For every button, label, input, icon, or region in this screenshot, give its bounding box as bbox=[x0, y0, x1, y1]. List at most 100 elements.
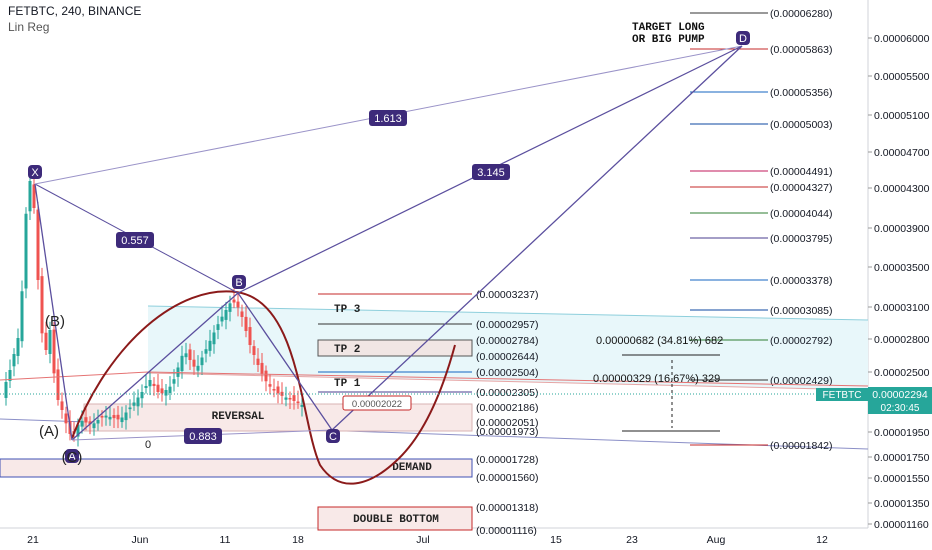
ratio-badge bbox=[184, 428, 222, 444]
candle-body bbox=[36, 209, 40, 280]
fib-level-label: (0.00001842) bbox=[770, 440, 832, 452]
candle-body bbox=[272, 389, 276, 391]
fib-level-label: (0.00002792) bbox=[770, 335, 832, 347]
fib-level-label: (0.00003085) bbox=[770, 305, 832, 317]
fib-level-label: (0.00004044) bbox=[770, 208, 832, 220]
candle-body bbox=[64, 413, 68, 424]
fib-level-label: (0.00003378) bbox=[770, 275, 832, 287]
fib-level-label: (0.00005863) bbox=[770, 44, 832, 56]
demand-label: DEMAND bbox=[392, 462, 432, 474]
candle-body bbox=[228, 303, 232, 312]
pattern-point-badge bbox=[232, 275, 246, 289]
countdown-value: 02:30:45 bbox=[881, 403, 920, 414]
candle-body bbox=[164, 390, 168, 396]
candle-body bbox=[244, 316, 248, 331]
fib-level-label: (0.00005356) bbox=[770, 87, 832, 99]
candle-body bbox=[172, 379, 176, 384]
ratio-label: 3.145 bbox=[477, 167, 505, 179]
candle-body bbox=[112, 415, 116, 419]
y-tick-label: 0.00004700 bbox=[874, 147, 930, 159]
candle-body bbox=[12, 354, 16, 367]
candle-body bbox=[96, 420, 100, 424]
candle-body bbox=[256, 358, 260, 365]
ratio-badge bbox=[116, 232, 154, 248]
candle-body bbox=[180, 355, 184, 372]
tp1-label: TP 1 bbox=[334, 378, 361, 390]
candle-body bbox=[260, 362, 264, 374]
candle-body bbox=[220, 316, 224, 322]
candle-body bbox=[236, 301, 240, 308]
measure-label-1: 0.00000682 (34.81%) 682 bbox=[596, 335, 723, 347]
candle-body bbox=[40, 276, 44, 334]
candle-body bbox=[288, 397, 292, 400]
y-tick-label: 0.00001350 bbox=[874, 498, 930, 510]
candle-body bbox=[16, 338, 20, 356]
wave-label: (B) bbox=[45, 313, 65, 330]
regression-channel bbox=[148, 306, 868, 390]
y-tick-label: 0.00001950 bbox=[874, 427, 930, 439]
candle-body bbox=[232, 299, 236, 303]
reversal-label: REVERSAL bbox=[212, 411, 265, 423]
candle-body bbox=[44, 332, 48, 350]
x-tick-label: Jun bbox=[132, 534, 149, 546]
y-tick-label: 0.00001160 bbox=[874, 519, 929, 531]
candle-body bbox=[292, 395, 296, 401]
ratio-label: 0.557 bbox=[121, 235, 149, 247]
x-tick-label: 15 bbox=[550, 534, 562, 546]
target-level-label: (0.00002957) bbox=[476, 319, 538, 331]
candle-body bbox=[52, 329, 56, 374]
x-tick-label: 18 bbox=[292, 534, 304, 546]
candle-body bbox=[240, 311, 244, 317]
y-tick-label: 0.00002800 bbox=[874, 334, 930, 346]
candle-body bbox=[84, 417, 88, 423]
x-tick-label: Aug bbox=[707, 534, 726, 546]
pattern-leg-cd bbox=[331, 45, 743, 431]
candle-body bbox=[8, 370, 12, 381]
candle-body bbox=[276, 386, 280, 394]
candle-body bbox=[128, 407, 132, 410]
candle-body bbox=[168, 386, 172, 394]
target-text-line2: OR BIG PUMP bbox=[632, 34, 705, 46]
y-tick-label: 0.00003900 bbox=[874, 223, 930, 235]
candle-body bbox=[148, 380, 152, 387]
target-level-label: (0.00002186) bbox=[476, 402, 538, 414]
last-price-tag bbox=[868, 387, 932, 401]
candle-body bbox=[212, 332, 216, 345]
target-level-label: (0.00001973) bbox=[476, 426, 538, 438]
candle-body bbox=[56, 369, 60, 400]
candle-body bbox=[196, 365, 200, 371]
target-level-label: (0.00002644) bbox=[476, 351, 538, 363]
x-tick-label: Jul bbox=[416, 534, 429, 546]
double-bottom-zone bbox=[317, 506, 473, 531]
y-tick-label: 0.00005500 bbox=[874, 71, 930, 83]
fib-level-label: (0.00003795) bbox=[770, 233, 832, 245]
cup-curve bbox=[71, 290, 456, 485]
y-tick-label: 0.00004300 bbox=[874, 183, 930, 195]
indicator-label[interactable]: Lin Reg bbox=[8, 20, 50, 34]
y-tick-label: 0.00003100 bbox=[874, 302, 930, 314]
candle-body bbox=[116, 414, 120, 420]
candle-body bbox=[264, 370, 268, 382]
candle-body bbox=[152, 383, 156, 386]
x-tick-label: 21 bbox=[27, 534, 39, 546]
target-level-label: (0.00002504) bbox=[476, 367, 538, 379]
candle-body bbox=[120, 417, 124, 423]
pattern-point-badge bbox=[326, 429, 340, 443]
candle-body bbox=[20, 291, 24, 342]
candle-body bbox=[28, 181, 32, 212]
fib-level-label: (0.00006280) bbox=[770, 8, 832, 20]
candle-body bbox=[24, 213, 28, 289]
tp2-label: TP 2 bbox=[334, 344, 360, 356]
candle-body bbox=[32, 184, 36, 208]
double-bottom-label: DOUBLE BOTTOM bbox=[353, 514, 439, 526]
target-level-label: (0.00001560) bbox=[476, 472, 538, 484]
wave-label: 0 bbox=[145, 439, 151, 451]
c-price-box bbox=[342, 395, 412, 411]
y-tick-label: 0.00005100 bbox=[874, 110, 930, 122]
x-tick-label: 12 bbox=[816, 534, 828, 546]
countdown-tag bbox=[868, 401, 932, 414]
y-tick-label: 0.00003500 bbox=[874, 262, 930, 274]
candle-body bbox=[216, 324, 220, 330]
y-tick-label: 0.00001550 bbox=[874, 473, 930, 485]
